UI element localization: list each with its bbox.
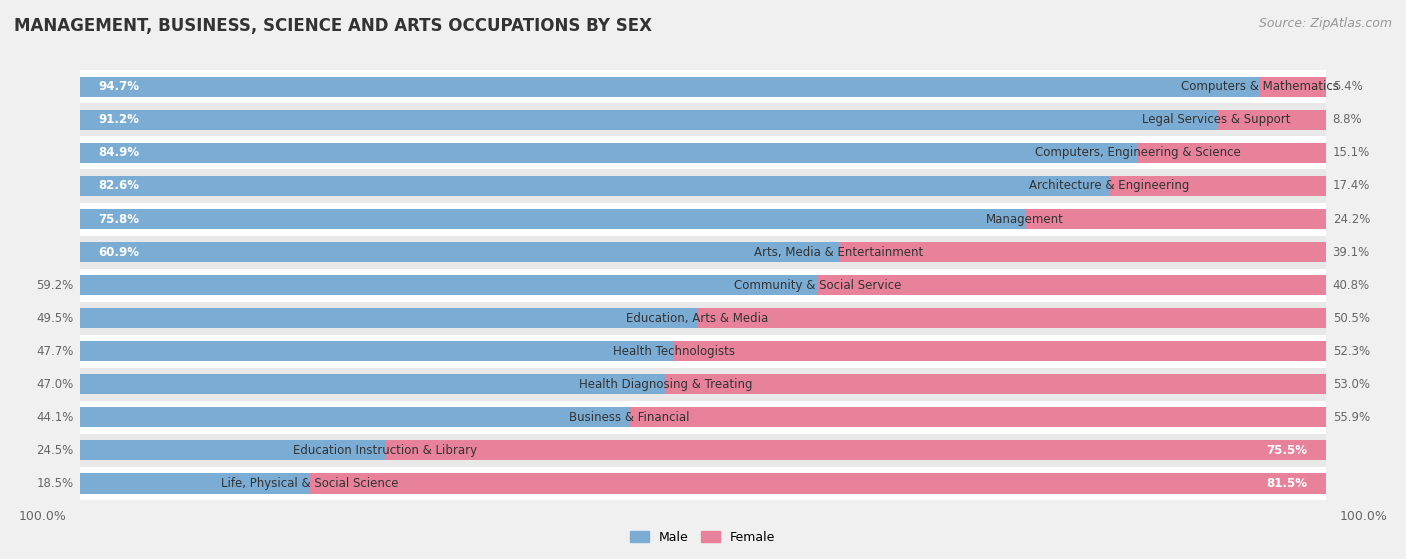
Bar <box>1216 110 1326 130</box>
Bar <box>80 440 385 461</box>
Bar <box>80 341 675 361</box>
Text: 40.8%: 40.8% <box>1333 278 1369 292</box>
Bar <box>80 335 1326 368</box>
Bar <box>80 110 1216 130</box>
Text: Business & Financial: Business & Financial <box>569 411 690 424</box>
Bar <box>80 235 1326 268</box>
Bar <box>80 302 1326 335</box>
Bar <box>1025 209 1326 229</box>
Text: 24.2%: 24.2% <box>1333 212 1369 225</box>
Text: 17.4%: 17.4% <box>1333 179 1369 192</box>
Bar <box>80 467 1326 500</box>
Bar <box>80 374 665 395</box>
Bar <box>675 341 1326 361</box>
Bar <box>80 434 1326 467</box>
Bar <box>1109 176 1326 196</box>
Text: 75.5%: 75.5% <box>1267 444 1308 457</box>
Bar <box>80 77 1260 97</box>
Bar <box>80 401 1326 434</box>
Bar <box>80 407 630 428</box>
Text: 60.9%: 60.9% <box>98 245 139 259</box>
Text: MANAGEMENT, BUSINESS, SCIENCE AND ARTS OCCUPATIONS BY SEX: MANAGEMENT, BUSINESS, SCIENCE AND ARTS O… <box>14 17 652 35</box>
Bar <box>385 440 1326 461</box>
Text: 47.7%: 47.7% <box>37 345 73 358</box>
Text: 81.5%: 81.5% <box>1267 477 1308 490</box>
Bar <box>80 308 697 328</box>
Bar <box>1260 77 1326 97</box>
Bar <box>80 268 1326 302</box>
Bar <box>665 374 1326 395</box>
Text: Health Technologists: Health Technologists <box>613 345 735 358</box>
Legend: Male, Female: Male, Female <box>626 526 780 549</box>
Text: 52.3%: 52.3% <box>1333 345 1369 358</box>
Text: 8.8%: 8.8% <box>1333 113 1362 126</box>
Text: Architecture & Engineering: Architecture & Engineering <box>1029 179 1189 192</box>
Text: Legal Services & Support: Legal Services & Support <box>1143 113 1291 126</box>
Text: 50.5%: 50.5% <box>1333 311 1369 325</box>
Text: 49.5%: 49.5% <box>37 311 73 325</box>
Bar <box>630 407 1326 428</box>
Bar <box>80 242 839 262</box>
Bar <box>80 275 818 295</box>
Text: Education, Arts & Media: Education, Arts & Media <box>626 311 768 325</box>
Text: 47.0%: 47.0% <box>37 378 73 391</box>
Bar <box>1137 143 1326 163</box>
Text: 84.9%: 84.9% <box>98 146 139 159</box>
Bar <box>80 176 1109 196</box>
Text: Life, Physical & Social Science: Life, Physical & Social Science <box>222 477 399 490</box>
Bar <box>80 103 1326 136</box>
Text: Computers & Mathematics: Computers & Mathematics <box>1181 80 1339 93</box>
Text: 82.6%: 82.6% <box>98 179 139 192</box>
Text: Health Diagnosing & Treating: Health Diagnosing & Treating <box>579 378 752 391</box>
Text: 15.1%: 15.1% <box>1333 146 1369 159</box>
Text: 18.5%: 18.5% <box>37 477 73 490</box>
Text: Arts, Media & Entertainment: Arts, Media & Entertainment <box>754 245 924 259</box>
Bar <box>839 242 1326 262</box>
Text: Source: ZipAtlas.com: Source: ZipAtlas.com <box>1258 17 1392 30</box>
Bar <box>80 473 311 494</box>
Text: Management: Management <box>986 212 1063 225</box>
Bar <box>80 202 1326 235</box>
Text: Community & Social Service: Community & Social Service <box>734 278 901 292</box>
Bar <box>311 473 1326 494</box>
Text: 91.2%: 91.2% <box>98 113 139 126</box>
Text: Education Instruction & Library: Education Instruction & Library <box>292 444 477 457</box>
Text: 59.2%: 59.2% <box>37 278 73 292</box>
Text: Computers, Engineering & Science: Computers, Engineering & Science <box>1035 146 1241 159</box>
Bar <box>80 70 1326 103</box>
Text: 55.9%: 55.9% <box>1333 411 1369 424</box>
Text: 44.1%: 44.1% <box>37 411 73 424</box>
Bar <box>80 368 1326 401</box>
Bar <box>697 308 1326 328</box>
Text: 94.7%: 94.7% <box>98 80 139 93</box>
Bar <box>80 143 1137 163</box>
Bar <box>80 136 1326 169</box>
Text: 39.1%: 39.1% <box>1333 245 1369 259</box>
Text: 53.0%: 53.0% <box>1333 378 1369 391</box>
Bar <box>80 209 1025 229</box>
Bar <box>818 275 1326 295</box>
Text: 24.5%: 24.5% <box>37 444 73 457</box>
Text: 75.8%: 75.8% <box>98 212 139 225</box>
Text: 5.4%: 5.4% <box>1333 80 1362 93</box>
Bar <box>80 169 1326 202</box>
